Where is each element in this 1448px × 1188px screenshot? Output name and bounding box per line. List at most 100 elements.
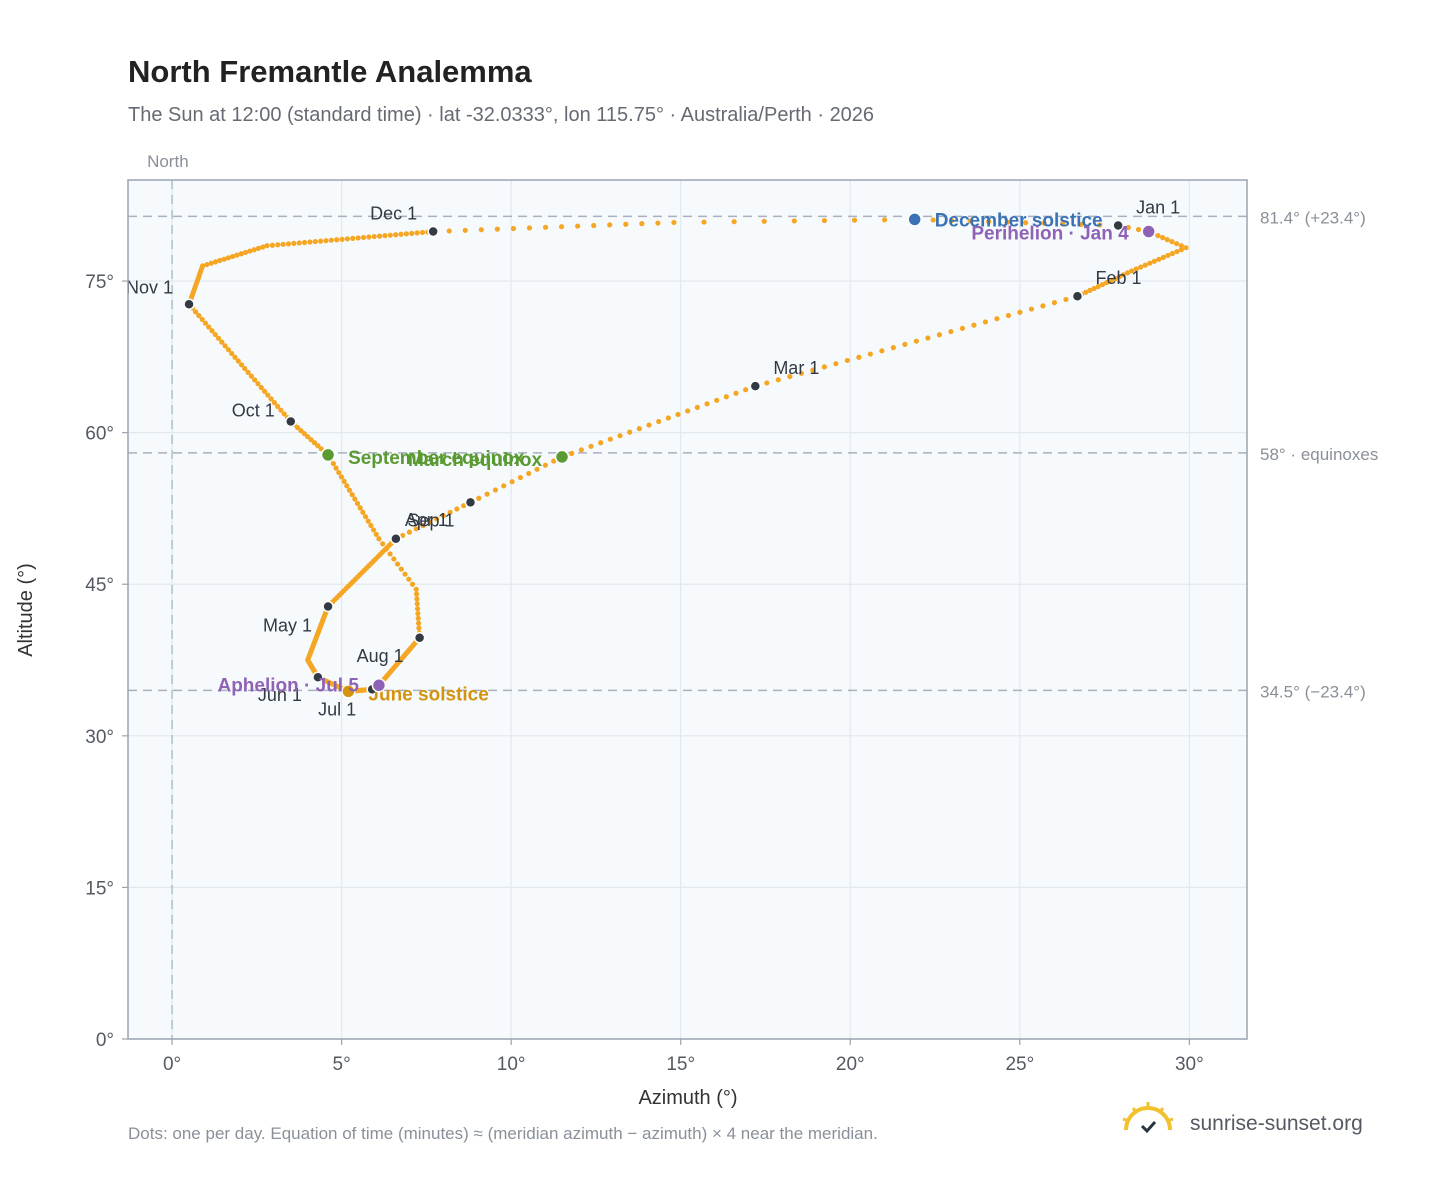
brand-logo[interactable]: sunrise-sunset.org [1120, 1100, 1420, 1150]
daily-dot [447, 509, 453, 515]
daily-dot [569, 450, 575, 456]
daily-dot [433, 516, 440, 522]
daily-dot [639, 221, 645, 227]
daily-dot [764, 380, 770, 386]
daily-dot [461, 503, 467, 509]
daily-dot [285, 241, 292, 247]
daily-dot [278, 407, 284, 413]
daily-dot [1129, 268, 1135, 274]
daily-dot [665, 415, 671, 421]
daily-dot [416, 625, 422, 631]
daily-dot [1151, 258, 1157, 264]
daily-dot [208, 260, 214, 266]
daily-dot [307, 239, 313, 245]
month-marker-label: Oct 1 [232, 401, 275, 421]
daily-dot [578, 447, 584, 453]
daily-dot [409, 230, 415, 236]
daily-dot [685, 408, 691, 414]
daily-dot [646, 422, 652, 428]
event-marker-label: Perihelion · Jan 4 [971, 224, 1129, 245]
daily-dot [986, 219, 992, 225]
daily-dot [607, 436, 613, 442]
event-marker-label: June solstice [368, 684, 488, 705]
y-tick-label: 30° [85, 727, 114, 748]
month-marker-label: Feb 1 [1095, 268, 1141, 288]
daily-dot [627, 429, 633, 435]
daily-dot [280, 241, 286, 247]
y-tick-label: 15° [85, 878, 114, 899]
daily-dot [517, 474, 524, 481]
month-marker-dot [413, 632, 426, 644]
daily-dot [338, 474, 345, 480]
daily-dot [265, 392, 271, 398]
daily-dot [462, 227, 468, 233]
daily-dot [791, 218, 797, 224]
daily-dot [328, 237, 334, 243]
daily-dot [675, 411, 681, 418]
daily-dot [949, 217, 955, 224]
daily-dot [229, 350, 235, 357]
daily-dot [387, 551, 393, 557]
month-marker-dot [427, 225, 439, 238]
daily-dot [1174, 241, 1180, 247]
daily-dot [311, 440, 318, 446]
daily-dot [476, 495, 482, 501]
daily-dot [355, 235, 361, 241]
daily-dot [255, 245, 262, 251]
daily-dot [275, 403, 281, 410]
daily-dot [323, 238, 329, 244]
daily-dot [1160, 254, 1166, 260]
month-marker-label: Sep 1 [407, 510, 454, 530]
daily-dot [723, 394, 729, 400]
daily-dot [1120, 272, 1126, 278]
daily-dot [1165, 252, 1171, 259]
daily-dot [1095, 283, 1101, 290]
daily-dot [394, 561, 401, 567]
daily-dot [255, 381, 261, 387]
daily-dot [269, 242, 275, 248]
daily-dot [1017, 309, 1023, 315]
daily-dot [215, 335, 222, 341]
daily-dot [366, 234, 372, 240]
daily-dot [994, 316, 1000, 322]
month-marker-dot [464, 496, 477, 509]
daily-dot [534, 466, 540, 472]
event-marker-label: March equinox [408, 450, 543, 471]
daily-dot [1028, 306, 1035, 312]
daily-dot [1147, 260, 1153, 266]
daily-dot [247, 248, 253, 254]
daily-dot [844, 357, 850, 364]
daily-dot [415, 610, 421, 617]
daily-dot [1112, 276, 1118, 282]
daily-dot [881, 217, 888, 223]
event-marker-dot [371, 678, 387, 693]
event-marker-label: December solstice [935, 210, 1103, 231]
daily-dot [542, 224, 549, 230]
daily-dot [948, 328, 954, 335]
daily-dot [1142, 262, 1148, 268]
daily-dot [1138, 264, 1144, 270]
daily-dot [1155, 232, 1161, 239]
daily-dot [856, 354, 862, 360]
daily-dot [212, 331, 218, 338]
daily-dot [1099, 281, 1106, 288]
daily-dot [1116, 274, 1122, 280]
month-marker-label: Dec 1 [370, 204, 417, 224]
month-marker-dot [322, 600, 334, 613]
daily-dot [312, 238, 318, 245]
daily-dot [248, 373, 254, 379]
daily-dot [261, 388, 268, 394]
daily-dot [598, 440, 604, 446]
daily-dot [492, 487, 499, 493]
daily-dot [202, 320, 209, 326]
daily-dot [510, 225, 517, 232]
daily-dot [833, 361, 839, 367]
daily-dot [344, 483, 350, 489]
month-marker-dot [749, 380, 762, 392]
plot-background [128, 180, 1247, 1039]
daily-dot [370, 527, 377, 533]
daily-dot [1078, 221, 1084, 227]
month-markers: Jan 1 Feb 1 Mar 1 Apr 1 May 1 Jun 1 Jul 1 Aug 1… [126, 197, 1180, 719]
